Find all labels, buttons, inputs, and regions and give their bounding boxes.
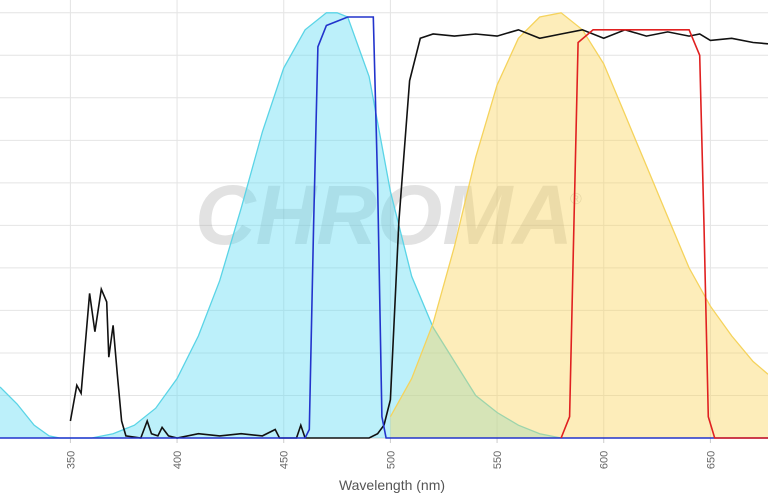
line bbox=[560, 29, 768, 439]
x-tick-label: 350 bbox=[65, 451, 77, 469]
x-tick-label: 400 bbox=[172, 451, 184, 469]
grid: 350 400 450 500 550 600 650 bbox=[0, 0, 768, 469]
line bbox=[0, 16, 768, 439]
area-fill bbox=[390, 12, 768, 439]
x-tick-label: 450 bbox=[279, 451, 291, 469]
watermark-mark: ® bbox=[570, 191, 582, 208]
plot bbox=[0, 12, 768, 439]
x-axis-label: Wavelength (nm) bbox=[339, 477, 445, 493]
x-tick-label: 550 bbox=[492, 451, 504, 469]
line bbox=[69, 28, 768, 439]
watermark: CHROMA bbox=[195, 168, 573, 262]
x-tick-label: 600 bbox=[599, 451, 611, 469]
x-tick-label: 650 bbox=[705, 451, 717, 469]
area-fill bbox=[0, 12, 562, 439]
x-tick-label: 500 bbox=[385, 451, 397, 469]
